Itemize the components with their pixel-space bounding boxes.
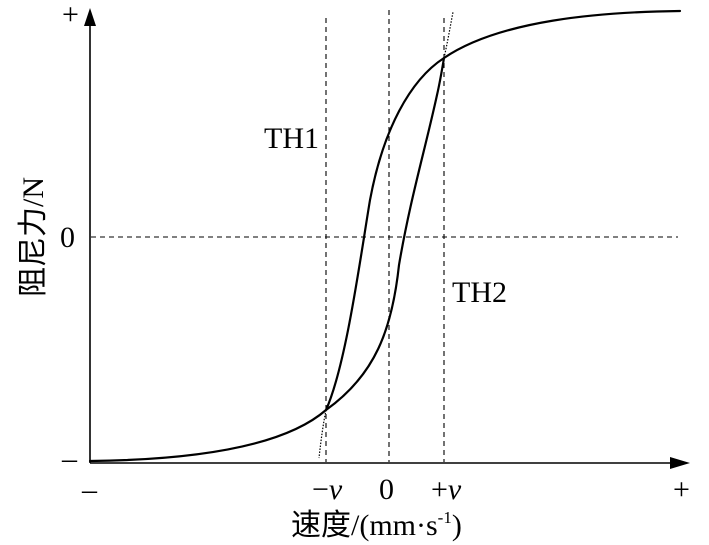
axes bbox=[84, 8, 690, 469]
x-left-tick: – bbox=[81, 473, 98, 506]
x-right-tick: + bbox=[673, 473, 690, 506]
curve-tail-bottom bbox=[318, 409, 327, 459]
curve-th2 bbox=[324, 56, 446, 412]
pos-v-sign: + bbox=[431, 473, 448, 506]
y-top-tick: + bbox=[62, 0, 79, 31]
y-zero-tick: 0 bbox=[60, 221, 75, 254]
y-bottom-tick: – bbox=[61, 442, 78, 475]
x-axis-label: 速度/(mm·s-1) bbox=[291, 508, 462, 542]
th1-label: TH1 bbox=[264, 122, 319, 155]
y-axis-arrow bbox=[84, 8, 96, 26]
x-pos-v-tick: +v bbox=[431, 473, 462, 506]
curve-tail-top bbox=[443, 11, 454, 59]
pos-v-variable: v bbox=[448, 473, 462, 506]
x-axis-label-superscript: -1 bbox=[438, 508, 452, 527]
neg-v-variable: v bbox=[329, 473, 343, 506]
y-axis-label: 阻尼力/N bbox=[17, 177, 50, 297]
x-neg-v-tick: −v bbox=[312, 473, 343, 506]
x-axis-arrow bbox=[670, 457, 690, 469]
x-axis-label-close: ) bbox=[452, 509, 462, 542]
reference-lines bbox=[91, 10, 678, 462]
neg-v-sign: − bbox=[312, 473, 329, 506]
th2-label: TH2 bbox=[452, 276, 507, 309]
x-axis-label-main: 速度/(mm·s bbox=[291, 509, 438, 542]
x-zero-tick: 0 bbox=[379, 473, 394, 506]
hysteresis-curves bbox=[88, 9, 682, 463]
curve-th1 bbox=[88, 9, 682, 463]
